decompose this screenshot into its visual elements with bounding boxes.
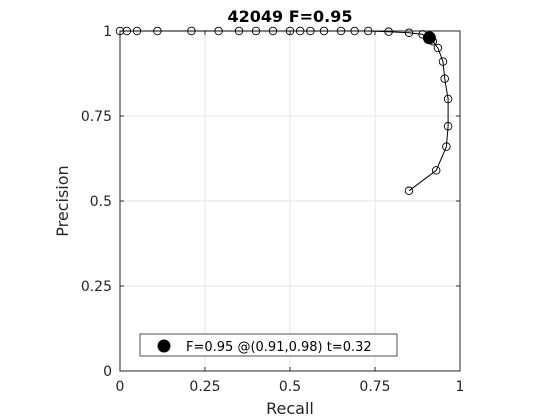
pr-point-marker	[442, 142, 451, 151]
pr-point-marker	[443, 94, 453, 104]
pr-point-marker	[132, 26, 142, 36]
y-axis-title: Precision	[53, 165, 72, 236]
pr-point-marker	[404, 28, 414, 37]
x-axis-title: Recall	[266, 399, 314, 418]
axis-ticks: 0 0.25 0.5 0.75 1 0 0.25 0.5 0.75 1	[81, 24, 465, 395]
x-tick-label: 0.25	[189, 379, 220, 395]
pr-point-marker	[404, 186, 414, 196]
pr-point-marker	[115, 26, 125, 36]
x-tick-label: 0	[116, 379, 125, 395]
pr-point-marker	[440, 74, 449, 83]
pr-point-marker	[433, 43, 443, 53]
pr-point-marker	[268, 26, 278, 36]
pr-curve-line	[120, 30, 449, 192]
series-group	[115, 26, 453, 196]
pr-point-marker	[187, 26, 196, 36]
pr-point-marker	[350, 26, 359, 36]
x-tick-label: 0.5	[279, 379, 301, 395]
pr-point-marker	[319, 26, 329, 36]
pr-point-marker	[251, 26, 261, 36]
pr-point-marker	[295, 26, 305, 36]
legend-marker	[157, 339, 171, 353]
pr-point-marker	[214, 26, 223, 36]
pr-point-marker	[336, 26, 346, 36]
grid-lines	[120, 31, 460, 371]
pr-point-marker	[285, 26, 295, 36]
pr-point-marker	[306, 26, 315, 36]
pr-point-marker	[431, 166, 441, 175]
x-tick-label: 1	[456, 379, 465, 395]
pr-point-marker	[443, 121, 453, 131]
y-tick-label: 0.5	[90, 194, 112, 210]
y-tick-label: 0.75	[81, 109, 112, 125]
pr-point-marker	[234, 26, 244, 36]
pr-point-marker	[363, 26, 373, 36]
best-f-point-marker	[422, 31, 436, 45]
chart-title: 42049 F=0.95	[227, 7, 352, 26]
legend: F=0.95 @(0.91,0.98) t=0.32	[139, 333, 398, 357]
y-tick-label: 0.25	[81, 279, 112, 295]
pr-point-marker	[153, 26, 162, 36]
legend-box	[139, 333, 398, 357]
y-tick-label: 0	[103, 364, 112, 380]
legend-label: F=0.95 @(0.91,0.98) t=0.32	[186, 340, 372, 355]
pr-point-marker	[438, 57, 448, 66]
pr-point-marker	[384, 27, 393, 36]
x-tick-label: 0.75	[359, 379, 390, 395]
pr-point-marker	[122, 26, 132, 36]
y-tick-label: 1	[103, 24, 112, 40]
